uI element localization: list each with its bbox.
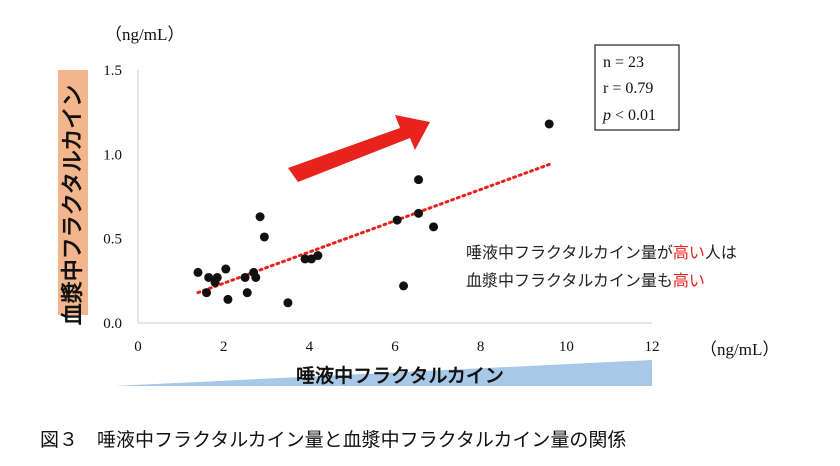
data-point — [399, 281, 409, 291]
data-point — [392, 215, 402, 225]
data-point — [204, 272, 214, 282]
data-point — [300, 254, 310, 264]
data-point — [221, 264, 231, 274]
data-point — [255, 212, 265, 222]
stats-r: r = 0.79 — [603, 80, 653, 97]
data-point — [283, 298, 293, 308]
y-tick-label: 0.0 — [103, 316, 122, 332]
y-unit-label: （ng/mL） — [105, 25, 184, 44]
data-point — [202, 288, 212, 298]
y-tick-label: 1.5 — [103, 63, 122, 79]
figure-caption: 図３ 唾液中フラクタルカイン量と血漿中フラクタルカイン量の関係 — [40, 429, 626, 451]
data-point — [193, 267, 203, 277]
data-point — [242, 288, 252, 298]
annotation-line-1: 唾液中フラクタルカイン量が高い人は — [466, 243, 737, 262]
stats-p: p < 0.01 — [602, 107, 656, 124]
x-unit-label: （ng/mL） — [700, 340, 779, 359]
x-tick-label: 4 — [306, 339, 314, 355]
data-point — [240, 272, 250, 282]
annotation-segment: 唾液中フラクタルカイン量が — [466, 243, 673, 262]
y-axis-label: 血漿中フラクタルカイン — [60, 85, 86, 325]
x-tick-label: 12 — [645, 339, 660, 355]
stats-n: n = 23 — [603, 54, 644, 71]
x-axis-label: 唾液中フラクタルカイン — [296, 364, 504, 387]
data-point — [223, 294, 233, 304]
data-point — [251, 272, 261, 282]
stats-p-symbol: p — [602, 107, 611, 124]
y-tick-label: 1.0 — [103, 147, 122, 163]
x-tick-label: 2 — [220, 339, 228, 355]
annotation-line-2: 血漿中フラクタルカイン量も高い — [466, 271, 705, 290]
stats-box — [594, 44, 680, 131]
x-axis-wedge — [115, 360, 652, 386]
data-point — [313, 251, 323, 261]
annotation-segment: 人は — [705, 243, 737, 262]
x-tick-label: 8 — [477, 339, 485, 355]
annotation-segment: 血漿中フラクタルカイン量も — [466, 271, 673, 290]
y-axis-wedge — [58, 70, 88, 315]
x-tick-label: 6 — [391, 339, 399, 355]
data-point — [259, 232, 269, 242]
data-point — [414, 208, 424, 218]
x-tick-label: 10 — [559, 339, 574, 355]
stats-p-value: < 0.01 — [611, 107, 656, 124]
data-point — [212, 272, 222, 282]
data-point — [429, 222, 439, 232]
y-tick-label: 0.5 — [103, 232, 122, 248]
annotation-segment: 高い — [673, 243, 705, 262]
data-point — [544, 119, 554, 129]
data-point — [414, 175, 424, 185]
annotation-segment: 高い — [673, 271, 705, 290]
x-tick-label: 0 — [134, 339, 142, 355]
trend-arrow — [288, 115, 430, 182]
